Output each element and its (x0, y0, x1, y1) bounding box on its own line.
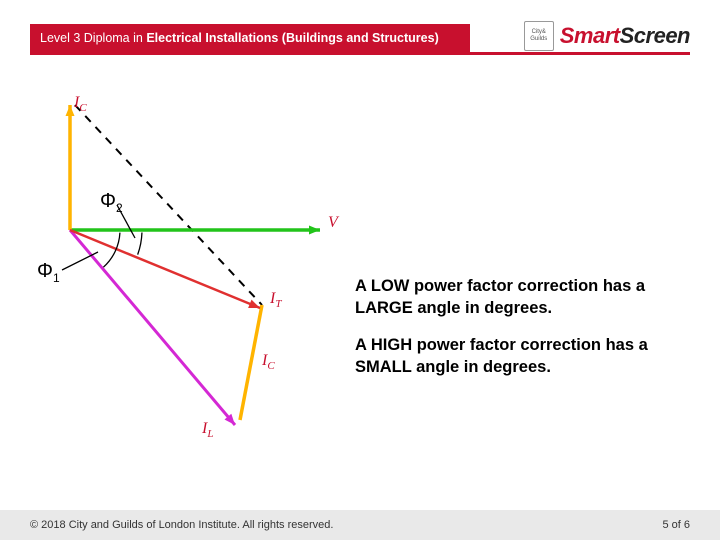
vector-label-IT: IT (270, 290, 281, 310)
logo-area: City& Guilds SmartScreen (524, 18, 690, 54)
paragraph-high-pf: A HIGH power factor correction has a SMA… (355, 334, 690, 379)
vector-label-IL: IL (202, 420, 213, 440)
vector-label-Ic_down: IC (262, 352, 275, 372)
header-red-bar: Level 3 Diploma in Electrical Installati… (30, 24, 470, 52)
badge-line1: City& (532, 29, 546, 36)
angle-label-phi1: Φ1 (37, 260, 60, 285)
logo-smart: Smart (560, 23, 620, 48)
course-bold: Electrical Installations (Buildings and … (146, 31, 438, 45)
course-prefix: Level 3 Diploma in (40, 31, 146, 45)
header-underline (30, 52, 690, 55)
footer-bar: © 2018 City and Guilds of London Institu… (0, 510, 720, 540)
vector-label-Ic_up: IC (74, 94, 87, 114)
copyright-text: © 2018 City and Guilds of London Institu… (30, 519, 333, 531)
phasor-diagram: V IL IC IC IT Φ1 Φ2 (40, 90, 360, 440)
smartscreen-logo: SmartScreen (560, 23, 690, 49)
explanation-text: A LOW power factor correction has a LARG… (355, 275, 690, 392)
angle-label-phi2: Φ2 (100, 190, 123, 215)
vector-label-V: V (328, 214, 338, 232)
diagram-svg (40, 90, 360, 440)
slide: Level 3 Diploma in Electrical Installati… (0, 0, 720, 540)
city-guilds-badge-icon: City& Guilds (524, 21, 554, 51)
paragraph-low-pf: A LOW power factor correction has a LARG… (355, 275, 690, 320)
logo-screen: Screen (620, 23, 690, 48)
page-number: 5 of 6 (662, 519, 690, 531)
badge-line2: Guilds (530, 36, 547, 43)
course-title: Level 3 Diploma in Electrical Installati… (40, 31, 439, 45)
